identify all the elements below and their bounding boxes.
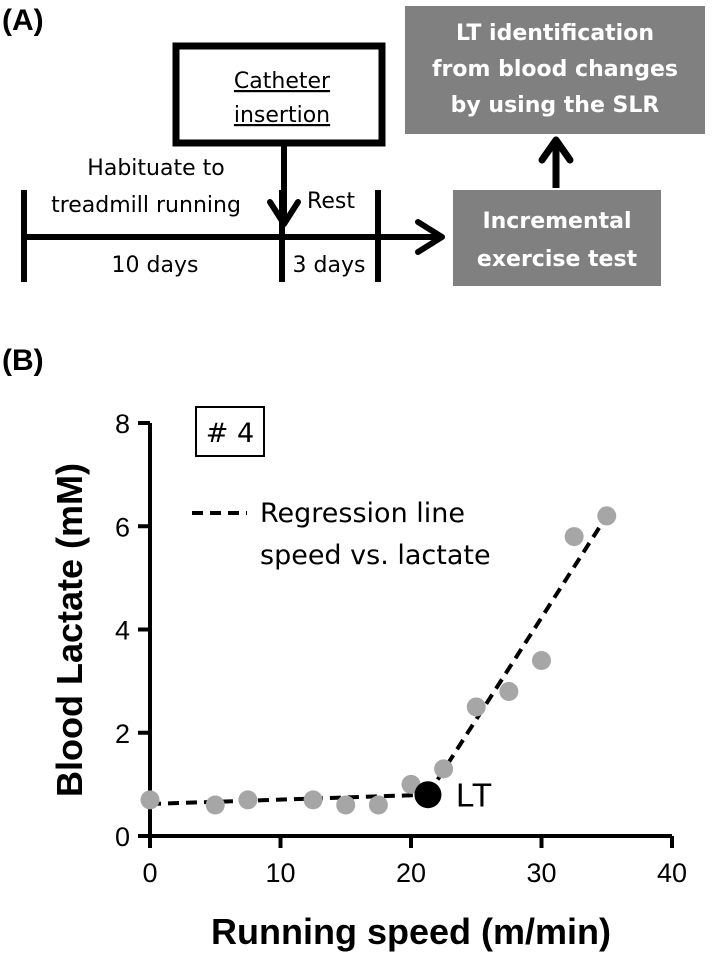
y-axis-ticks: 0 2 4 6 8 bbox=[115, 409, 150, 852]
legend-text-line2: speed vs. lactate bbox=[260, 540, 491, 571]
data-points bbox=[140, 506, 617, 815]
x-axis-title: Running speed (m/min) bbox=[211, 911, 611, 952]
lt-box-line2: from blood changes bbox=[432, 57, 678, 82]
data-point bbox=[499, 681, 519, 701]
x-tick-label: 10 bbox=[265, 858, 295, 888]
lt-label: LT bbox=[456, 777, 492, 814]
legend-text-line1: Regression line bbox=[260, 498, 465, 529]
data-point bbox=[532, 650, 551, 670]
x-tick-label: 0 bbox=[142, 858, 157, 888]
catheter-box bbox=[172, 42, 386, 147]
regression-lines bbox=[149, 514, 609, 806]
data-point bbox=[368, 795, 388, 815]
catheter-text-line1: Catheter bbox=[234, 69, 331, 94]
regression-line-segment bbox=[426, 514, 609, 796]
data-point bbox=[205, 795, 225, 815]
habituate-text-line1: Habituate to bbox=[87, 156, 224, 181]
data-point bbox=[434, 759, 454, 779]
lt-marker-group: LT bbox=[414, 777, 492, 814]
data-point bbox=[140, 790, 160, 810]
lt-box-line1: LT identification bbox=[456, 21, 654, 46]
days-10-text: 10 days bbox=[112, 253, 199, 278]
lt-box-line3: by using the SLR bbox=[451, 93, 660, 118]
data-point bbox=[238, 790, 258, 810]
catheter-text-line2: insertion bbox=[234, 103, 330, 128]
x-tick-label: 20 bbox=[396, 858, 426, 888]
data-point bbox=[564, 527, 584, 547]
x-tick-label: 30 bbox=[526, 858, 556, 888]
timeline-arrow-head bbox=[415, 219, 445, 255]
lt-point bbox=[414, 781, 442, 809]
incremental-line2: exercise test bbox=[477, 247, 638, 272]
regression-line-segment bbox=[149, 792, 429, 806]
y-tick-label: 0 bbox=[115, 822, 130, 852]
data-point bbox=[466, 697, 486, 717]
y-tick-label: 2 bbox=[115, 719, 130, 749]
up-arrow-head bbox=[538, 136, 574, 164]
data-point bbox=[303, 790, 323, 810]
panel-b-label: (B) bbox=[2, 344, 44, 377]
panel-a-label: (A) bbox=[2, 4, 44, 37]
y-axis-title: Blood Lactate (mM) bbox=[49, 463, 90, 797]
days-3-text: 3 days bbox=[293, 253, 366, 278]
subject-tag-box bbox=[195, 406, 265, 457]
habituate-text-line2: treadmill running bbox=[51, 193, 241, 218]
data-point bbox=[336, 795, 356, 815]
subject-tag-text: # 4 bbox=[206, 418, 254, 449]
rest-text: Rest bbox=[307, 189, 355, 214]
y-tick-label: 4 bbox=[115, 616, 130, 646]
x-tick-label: 40 bbox=[657, 858, 687, 888]
x-axis-ticks: 0 10 20 30 40 bbox=[142, 836, 687, 888]
incremental-line1: Incremental bbox=[482, 209, 631, 234]
lt-identification-box bbox=[405, 6, 705, 134]
incremental-test-box bbox=[453, 190, 661, 286]
data-point bbox=[597, 506, 617, 526]
y-tick-label: 6 bbox=[115, 512, 130, 542]
y-tick-label: 8 bbox=[115, 409, 130, 439]
